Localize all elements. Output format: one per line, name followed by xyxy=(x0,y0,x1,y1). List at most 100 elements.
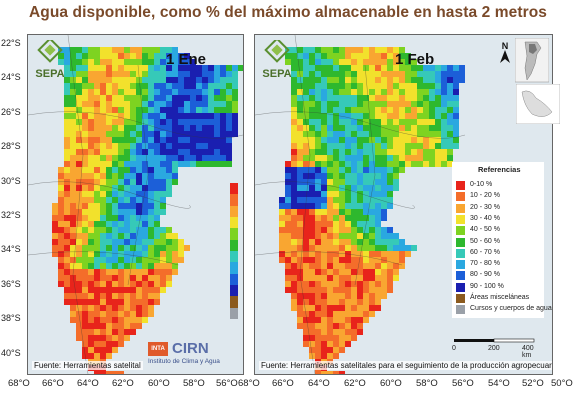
map-cell xyxy=(291,131,297,137)
map-cell xyxy=(166,155,172,161)
map-cell xyxy=(94,113,100,119)
map-cell xyxy=(106,263,112,269)
map-cell xyxy=(88,335,94,341)
map-cell xyxy=(363,263,369,269)
map-cell xyxy=(76,77,82,83)
map-cell xyxy=(303,221,309,227)
map-cell xyxy=(411,149,417,155)
map-cell xyxy=(124,83,130,89)
map-cell xyxy=(333,209,339,215)
map-cell xyxy=(160,59,166,65)
map-cell xyxy=(417,113,423,119)
map-cell xyxy=(124,107,130,113)
map-cell xyxy=(64,149,70,155)
map-cell xyxy=(124,311,130,317)
map-cell xyxy=(375,161,381,167)
map-cell xyxy=(309,317,315,323)
map-cell xyxy=(363,59,369,65)
map-cell xyxy=(399,257,405,263)
north-arrow-icon: N xyxy=(500,41,510,63)
province-boundary xyxy=(28,181,191,209)
map-cell xyxy=(441,149,447,155)
map-cell xyxy=(411,65,417,71)
map-cell xyxy=(357,287,363,293)
map-cell xyxy=(333,317,339,323)
map-cell xyxy=(357,323,363,329)
sepa-logo-icon xyxy=(264,37,290,63)
map-cell xyxy=(184,143,190,149)
map-cell xyxy=(345,113,351,119)
map-cell xyxy=(393,269,399,275)
map-cell xyxy=(88,125,94,131)
map-cell xyxy=(375,179,381,185)
map-cell xyxy=(369,311,375,317)
map-cell xyxy=(291,179,297,185)
map-cell xyxy=(315,113,321,119)
map-cell xyxy=(88,119,94,125)
map-cell xyxy=(76,143,82,149)
map-cell xyxy=(226,113,232,119)
map-cell xyxy=(357,299,363,305)
map-cell xyxy=(441,65,447,71)
map-cell xyxy=(303,281,309,287)
map-cell xyxy=(291,185,297,191)
map-cell xyxy=(345,317,351,323)
map-cell xyxy=(297,137,303,143)
map-cell xyxy=(393,179,399,185)
map-cell xyxy=(154,113,160,119)
colorbar-step xyxy=(230,216,238,229)
map-cell xyxy=(399,167,405,173)
map-cell xyxy=(315,101,321,107)
map-cell xyxy=(351,275,357,281)
map-cell xyxy=(315,311,321,317)
map-cell xyxy=(190,113,196,119)
map-cell xyxy=(369,47,375,53)
map-cell xyxy=(321,167,327,173)
map-cell xyxy=(112,257,118,263)
map-cell xyxy=(232,83,238,89)
map-cell xyxy=(178,113,184,119)
map-cell xyxy=(94,47,100,53)
map-cell xyxy=(124,197,130,203)
map-cell xyxy=(178,155,184,161)
map-cell xyxy=(357,59,363,65)
map-cell xyxy=(160,161,166,167)
map-cell xyxy=(351,161,357,167)
map-cell xyxy=(106,209,112,215)
legend-label: 80 - 90 % xyxy=(470,271,500,279)
map-cell xyxy=(214,125,220,131)
map-cell xyxy=(315,149,321,155)
map-cell xyxy=(94,335,100,341)
map-cell xyxy=(124,47,130,53)
map-cell xyxy=(399,65,405,71)
map-cell xyxy=(76,95,82,101)
map-cell xyxy=(381,245,387,251)
map-cell xyxy=(94,275,100,281)
map-cell xyxy=(381,191,387,197)
map-cell xyxy=(82,227,88,233)
map-cell xyxy=(381,287,387,293)
map-cell xyxy=(351,239,357,245)
map-cell xyxy=(208,131,214,137)
map-cell xyxy=(124,221,130,227)
map-cell xyxy=(387,89,393,95)
map-cell xyxy=(214,119,220,125)
map-cell xyxy=(100,149,106,155)
map-cell xyxy=(291,113,297,119)
map-cell xyxy=(76,245,82,251)
map-cell xyxy=(447,143,453,149)
map-cell xyxy=(190,71,196,77)
map-cell xyxy=(309,173,315,179)
map-cell xyxy=(315,125,321,131)
map-cell xyxy=(130,185,136,191)
map-cell xyxy=(94,65,100,71)
map-cell xyxy=(399,59,405,65)
map-cell xyxy=(88,239,94,245)
map-cell xyxy=(387,47,393,53)
map-cell xyxy=(118,269,124,275)
map-cell xyxy=(339,197,345,203)
map-cell xyxy=(291,167,297,173)
map-cell xyxy=(351,257,357,263)
map-cell xyxy=(184,119,190,125)
map-cell xyxy=(166,101,172,107)
